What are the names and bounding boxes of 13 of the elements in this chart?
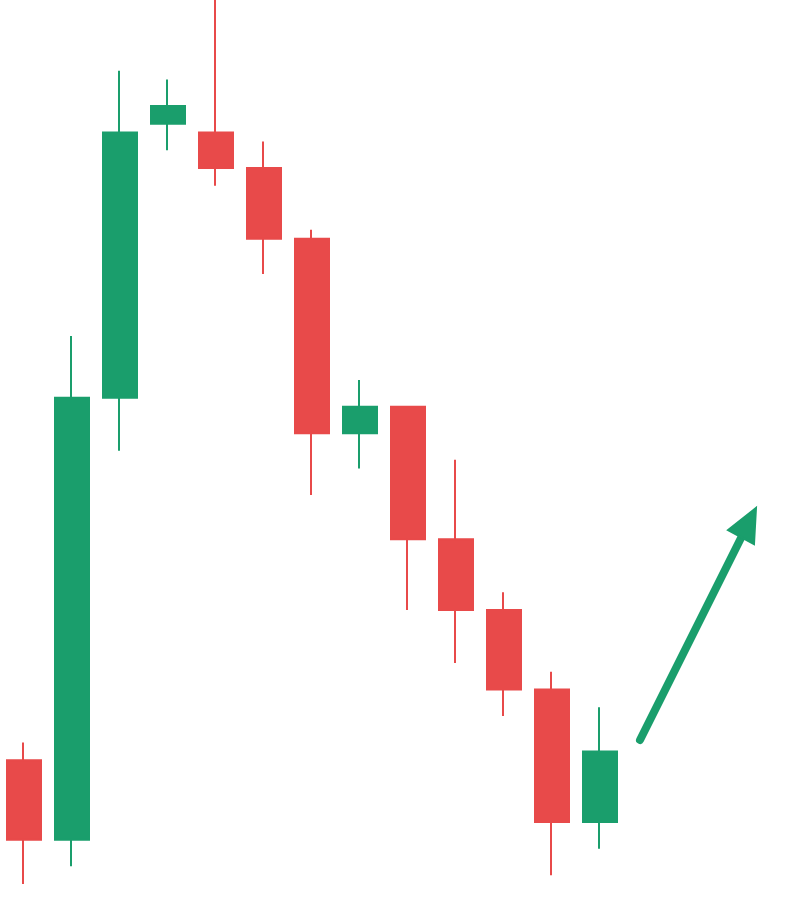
candlestick — [294, 228, 330, 497]
candlestick — [198, 0, 234, 187]
candlestick — [54, 334, 90, 868]
candlestick — [246, 140, 282, 276]
candlestick — [486, 591, 522, 718]
candlestick — [438, 458, 474, 664]
candlestick — [582, 706, 618, 850]
candlestick — [390, 405, 426, 611]
candlestick — [150, 78, 186, 152]
candlestick — [102, 69, 138, 452]
candlestick — [534, 670, 570, 877]
candlestick — [6, 741, 42, 885]
candlestick — [342, 379, 378, 470]
